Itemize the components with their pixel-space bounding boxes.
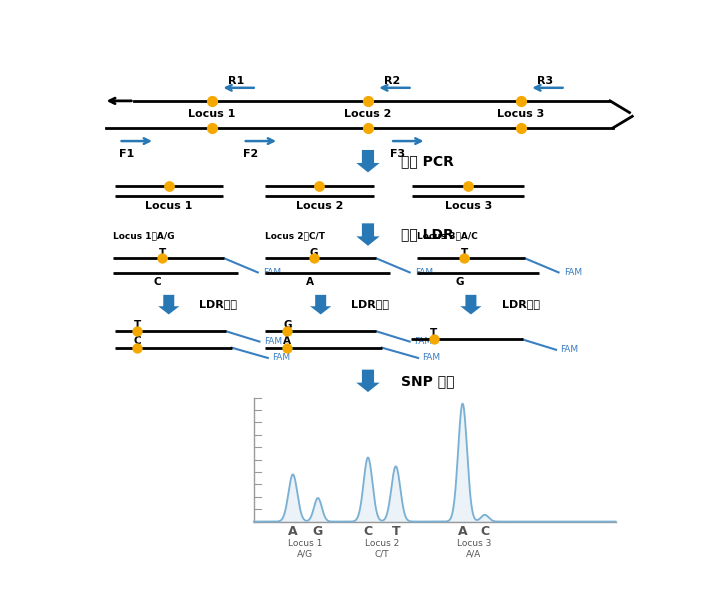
Text: T: T [430, 328, 437, 338]
Polygon shape [310, 295, 331, 314]
Point [131, 327, 143, 336]
Text: F1: F1 [118, 149, 134, 158]
Text: T: T [391, 525, 400, 538]
Point [313, 181, 325, 191]
Text: Locus 3：A/C: Locus 3：A/C [416, 232, 477, 240]
Point [281, 327, 293, 336]
Text: LDR产物: LDR产物 [200, 299, 238, 309]
Point [428, 334, 439, 344]
Text: FAM: FAM [564, 268, 582, 277]
Text: A: A [306, 277, 314, 287]
Text: Locus 3
A/A: Locus 3 A/A [457, 538, 491, 558]
Point [516, 123, 527, 133]
Point [163, 181, 174, 191]
Text: 多重 PCR: 多重 PCR [401, 154, 454, 168]
Point [207, 123, 218, 133]
Text: R3: R3 [536, 76, 553, 86]
Text: R2: R2 [383, 76, 400, 86]
Text: Locus 3: Locus 3 [444, 201, 492, 211]
Polygon shape [158, 295, 180, 314]
Text: 多重 LDR: 多重 LDR [401, 228, 454, 242]
Text: Locus 2
C/T: Locus 2 C/T [365, 538, 399, 558]
Text: FAM: FAM [415, 268, 434, 277]
Text: A: A [284, 336, 292, 346]
Text: G: G [309, 248, 318, 258]
Text: FAM: FAM [561, 345, 579, 354]
Point [516, 96, 527, 106]
Text: F2: F2 [243, 149, 258, 158]
Text: Locus 2: Locus 2 [345, 109, 391, 120]
Point [363, 123, 374, 133]
Point [281, 343, 293, 353]
Text: C: C [480, 525, 490, 538]
Polygon shape [356, 223, 380, 246]
Text: A: A [458, 525, 467, 538]
Text: T: T [134, 320, 141, 330]
Text: FAM: FAM [264, 268, 281, 277]
Text: Locus 2: Locus 2 [296, 201, 343, 211]
Text: R1: R1 [228, 76, 244, 86]
Point [131, 343, 143, 353]
Polygon shape [460, 295, 482, 314]
Text: FAM: FAM [272, 353, 290, 362]
Text: T: T [461, 248, 468, 258]
Text: Locus 3: Locus 3 [498, 109, 545, 120]
Text: C: C [363, 525, 373, 538]
Text: FAM: FAM [422, 353, 441, 362]
Text: LDR产物: LDR产物 [502, 299, 539, 309]
Text: Locus 1
A/G: Locus 1 A/G [288, 538, 322, 558]
Point [207, 96, 218, 106]
Point [459, 254, 470, 263]
Text: Locus 1：A/G: Locus 1：A/G [113, 232, 174, 240]
Text: C: C [154, 277, 162, 287]
Point [157, 254, 168, 263]
Polygon shape [356, 150, 380, 172]
Text: FAM: FAM [414, 337, 432, 346]
Text: LDR产物: LDR产物 [351, 299, 389, 309]
Polygon shape [356, 370, 380, 392]
Text: Locus 2：C/T: Locus 2：C/T [265, 232, 325, 240]
Text: G: G [313, 525, 323, 538]
Text: FAM: FAM [264, 337, 282, 346]
Point [462, 181, 474, 191]
Text: T: T [159, 248, 166, 258]
Text: G: G [283, 320, 292, 330]
Text: G: G [455, 277, 464, 287]
Text: F3: F3 [391, 149, 406, 158]
Text: A: A [288, 525, 298, 538]
Text: Locus 1: Locus 1 [189, 109, 236, 120]
Point [308, 254, 320, 263]
Text: SNP 检测: SNP 检测 [401, 374, 455, 388]
Text: C: C [134, 336, 141, 346]
Text: Locus 1: Locus 1 [145, 201, 192, 211]
Point [363, 96, 374, 106]
